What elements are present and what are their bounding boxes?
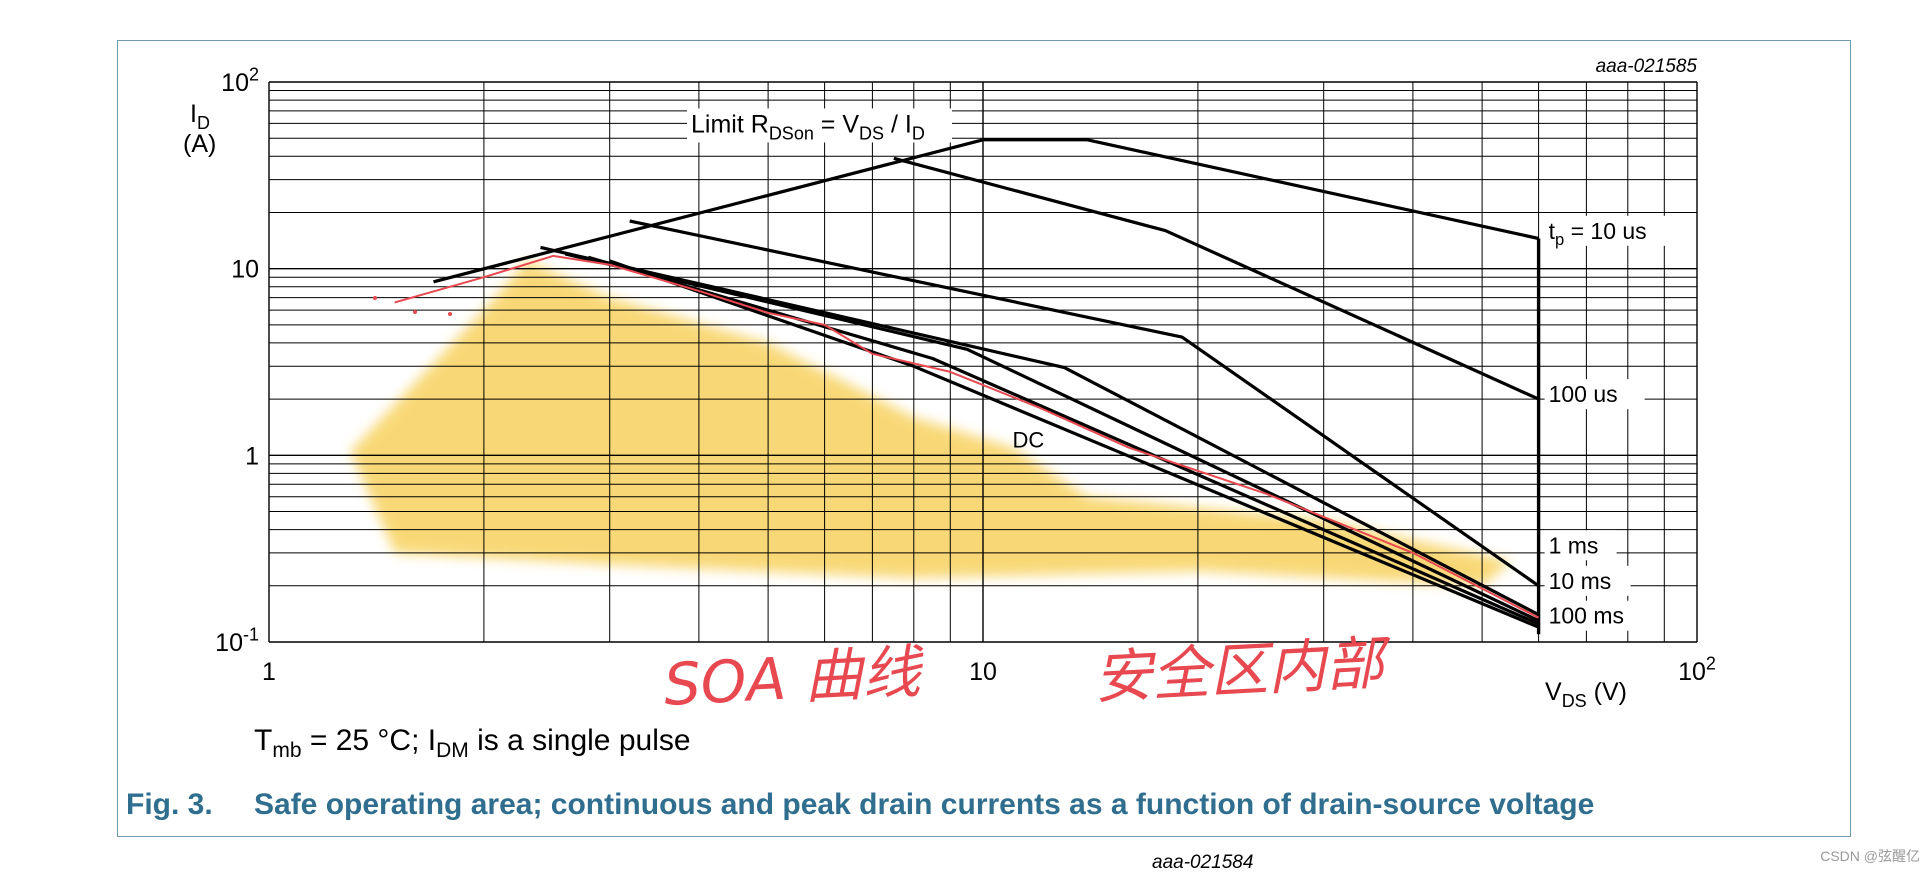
series-label: 10 ms: [1549, 568, 1612, 594]
red-dot: [373, 296, 377, 300]
handwritten-annotations: SOA 曲线 安全区内部: [373, 296, 1393, 719]
caption-divider: [117, 836, 1851, 837]
x-axis-title: VDS (V): [1545, 678, 1627, 711]
soa-curve-1: [433, 138, 1539, 284]
soa-curves: [433, 138, 1541, 635]
figure-id-label: aaa-021585: [1596, 56, 1698, 77]
red-dot: [413, 310, 417, 314]
next-figure-id: aaa-021584: [1152, 852, 1254, 873]
y-axis-unit: (A): [183, 130, 216, 158]
label-backdrop: [1544, 215, 1687, 246]
yellow-highlight-region: [350, 260, 1512, 586]
series-label: 100 us: [1549, 381, 1618, 407]
figure-caption-text: Safe operating area; continuous and peak…: [254, 788, 1595, 821]
dc-label: DC: [1013, 428, 1045, 453]
series-label: 100 ms: [1549, 603, 1624, 629]
safe-zone-handwritten-label: 安全区内部: [1092, 628, 1393, 712]
label-backdrop: [1544, 565, 1631, 596]
highlight-area: [350, 260, 1512, 586]
x-tick-label: 102: [1678, 654, 1716, 687]
soa-curve-4: [540, 245, 1540, 617]
series-label: 1 ms: [1549, 532, 1599, 558]
y-tick-label: 102: [221, 65, 259, 98]
red-dot: [448, 312, 452, 316]
soa-curve-5: [564, 252, 1540, 623]
watermark: CSDN @弦醒亿: [1820, 848, 1920, 864]
x-tick-label: 10: [969, 658, 997, 686]
series-label: tp = 10 us: [1549, 218, 1647, 249]
label-backdrop: [1544, 379, 1645, 410]
label-backdrop: [687, 108, 953, 143]
label-backdrop: [1544, 530, 1617, 561]
figure-frame: [117, 40, 1851, 836]
test-condition-note: Tmb = 25 °C; IDM is a single pulse: [254, 724, 691, 762]
soa-curve-7: [609, 259, 1540, 629]
label-backdrop: [1544, 600, 1645, 631]
soa-curve-6: [587, 255, 1540, 626]
y-tick-label: 10: [231, 256, 259, 284]
red-trace-line: [394, 254, 1540, 619]
chart-grid: [268, 81, 1698, 643]
soa-curve-3: [629, 219, 1540, 588]
figure-caption: Fig. 3. Safe operating area; continuous a…: [126, 788, 1594, 822]
x-tick-label: 1: [262, 658, 276, 686]
limit-rdson-label: Limit RDSon = VDS / ID: [691, 110, 925, 143]
figure-number: Fig. 3.: [126, 788, 213, 821]
y-axis-title: ID: [190, 100, 210, 133]
soa-curve-2: [893, 156, 1540, 401]
y-tick-label: 10-1: [215, 625, 259, 658]
soa-handwritten-label: SOA 曲线: [662, 637, 927, 719]
y-tick-label: 1: [245, 442, 259, 470]
red-annotation-trace: [394, 254, 1540, 619]
